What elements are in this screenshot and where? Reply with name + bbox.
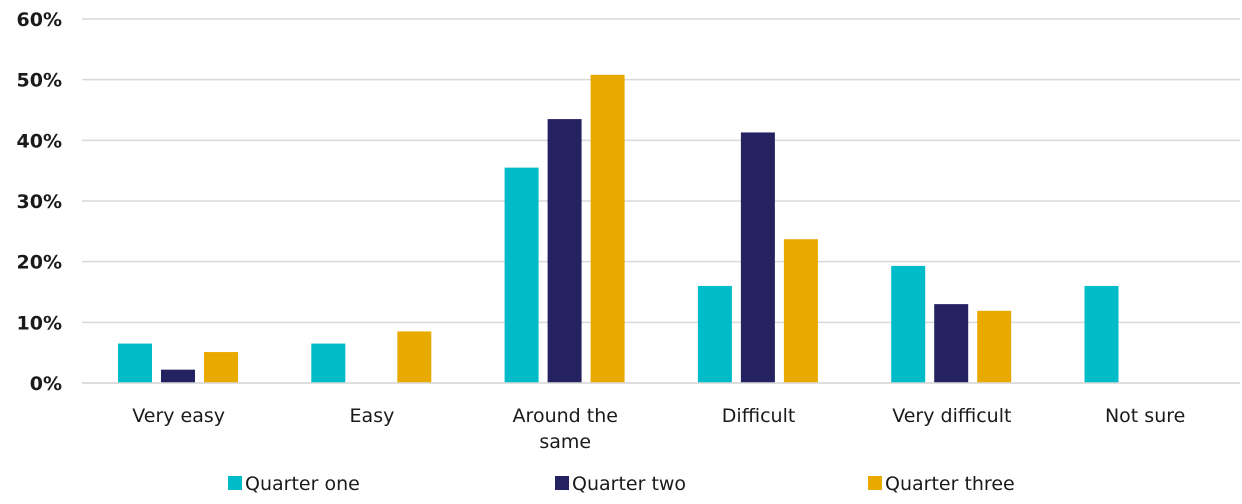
bar xyxy=(934,304,969,383)
bar xyxy=(118,343,152,383)
x-tick-label: Around the xyxy=(513,405,618,427)
x-tick-label: Not sure xyxy=(1105,405,1185,427)
x-tick-label: Difficult xyxy=(722,405,796,427)
bar xyxy=(697,285,732,383)
y-tick-label: 0% xyxy=(30,373,62,395)
bar xyxy=(1084,285,1119,383)
legend-label: Quarter three xyxy=(885,473,1015,495)
bar xyxy=(977,310,1012,383)
y-tick-label: 40% xyxy=(17,130,62,152)
bar xyxy=(504,167,539,383)
y-tick-label: 50% xyxy=(17,70,62,92)
y-tick-label: 60% xyxy=(17,9,62,31)
legend-label: Quarter two xyxy=(572,473,686,495)
x-tick-label: same xyxy=(539,431,591,453)
x-tick-label: Very difficult xyxy=(892,405,1011,427)
legend-swatch xyxy=(555,476,569,490)
y-tick-label: 10% xyxy=(17,312,62,334)
legend-label: Quarter one xyxy=(245,473,360,495)
bar xyxy=(740,132,775,383)
bar xyxy=(590,74,625,384)
x-tick-label: Easy xyxy=(350,405,395,427)
bar xyxy=(783,239,818,383)
bar xyxy=(204,352,238,383)
legend-swatch xyxy=(868,476,882,490)
bar xyxy=(397,331,432,383)
y-tick-label: 20% xyxy=(17,252,62,274)
legend-swatch xyxy=(228,476,242,490)
bar xyxy=(311,343,346,383)
x-tick-label: Very easy xyxy=(132,405,225,427)
bar xyxy=(891,265,926,383)
y-tick-label: 30% xyxy=(17,191,62,213)
bar xyxy=(161,369,195,383)
bar xyxy=(547,119,582,383)
